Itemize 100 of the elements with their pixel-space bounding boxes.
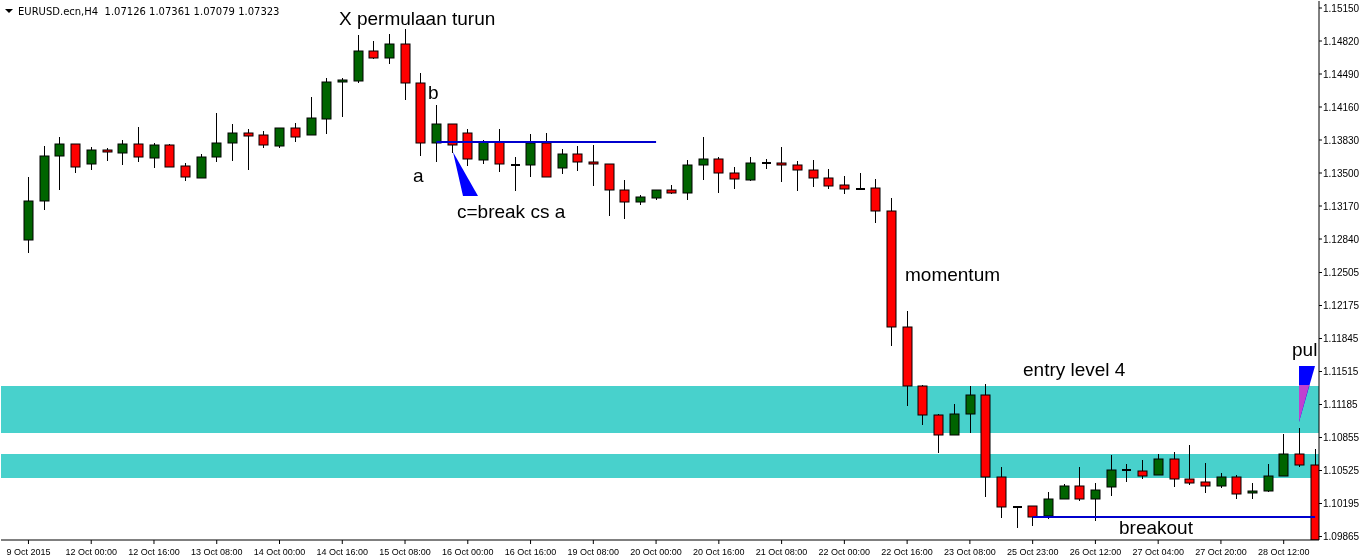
candlestick (306, 96, 317, 136)
x-tick-label: 16 Oct 00:00 (442, 547, 494, 557)
candlestick (1294, 427, 1305, 468)
candlestick (1200, 462, 1211, 494)
candlestick (431, 104, 442, 163)
x-tick-label: 26 Oct 12:00 (1069, 547, 1122, 557)
y-tick-label: 1.14820 (1323, 35, 1360, 47)
candlestick (1278, 433, 1289, 477)
candlestick (870, 178, 881, 224)
candlestick (1231, 474, 1242, 500)
x-tick-label: 14 Oct 16:00 (316, 547, 369, 557)
x-tick-label: 21 Oct 08:00 (755, 547, 808, 557)
y-tick-label: 1.13500 (1323, 167, 1360, 179)
candlestick (384, 33, 395, 65)
candlestick (447, 123, 458, 154)
candlestick (1169, 451, 1180, 488)
candlestick (1027, 505, 1038, 527)
candlestick (274, 127, 285, 149)
text: EURUSD.ecn,H4 1.07126 1.07361 1.07079 1.07323 (18, 6, 280, 17)
y-tick-label: 1.09865 (1323, 531, 1360, 543)
x-tick-label: 15 Oct 08:00 (379, 547, 431, 557)
candlestick (70, 143, 81, 174)
y-tick-label: 1.13170 (1323, 200, 1360, 212)
annotation: pul (1292, 339, 1318, 360)
x-tick-label: 19 Oct 08:00 (567, 547, 620, 557)
candlestick (557, 148, 568, 175)
candlestick (1043, 491, 1054, 520)
y-tick-label: 1.12840 (1323, 233, 1360, 245)
x-tick-label: 13 Oct 08:00 (190, 547, 243, 557)
candlestick (1153, 453, 1164, 476)
candlestick (1106, 454, 1117, 497)
candlestick (133, 126, 144, 163)
candlestick (839, 175, 850, 195)
candlestick (949, 403, 960, 436)
candlestick (525, 133, 536, 178)
candlestick (823, 168, 834, 190)
candlestick (211, 112, 222, 163)
candlestick (494, 128, 505, 173)
candlestick (572, 145, 583, 172)
y-tick-label: 1.11185 (1323, 399, 1359, 411)
y-tick-label: 1.12505 (1323, 267, 1360, 279)
candlestick (149, 142, 160, 169)
x-tick-label: 22 Oct 00:00 (818, 547, 871, 557)
candlestick (227, 123, 238, 162)
y-tick-label: 1.15150 (1323, 2, 1360, 14)
y-tick-label: 1.11845 (1323, 333, 1359, 345)
candlestick (808, 159, 819, 188)
candlestick (478, 139, 489, 165)
annotation: X permulaan turun (339, 8, 496, 29)
candlestick (1263, 463, 1274, 493)
x-tick-label: 12 Oct 16:00 (128, 547, 180, 557)
candlestick (510, 156, 521, 192)
x-tick-label: 22 Oct 16:00 (881, 547, 933, 557)
x-tick-label: 12 Oct 00:00 (65, 547, 117, 557)
x-tick-label: 23 Oct 08:00 (944, 547, 996, 557)
candlestick (54, 136, 65, 191)
candlestick (698, 136, 709, 181)
y-tick-label: 1.10525 (1323, 465, 1360, 477)
y-tick-label: 1.10855 (1323, 432, 1360, 444)
candlestick (588, 144, 599, 187)
candlestick (1184, 444, 1195, 486)
candlestick (619, 179, 630, 220)
candlestick (713, 156, 724, 194)
candlestick (933, 413, 944, 454)
candlestick (117, 139, 128, 166)
annotation: a (413, 165, 424, 186)
x-tick-label: 16 Oct 16:00 (504, 547, 557, 557)
x-tick-label: 14 Oct 00:00 (253, 547, 306, 557)
candlestick (1074, 466, 1085, 502)
candlestick (1137, 459, 1148, 480)
x-tick-label: 9 Oct 2015 (6, 547, 51, 557)
annotation: momentum (905, 264, 1001, 285)
candlestick (196, 153, 207, 179)
candlestick (337, 77, 348, 118)
x-tick-label: 27 Oct 20:00 (1195, 547, 1247, 557)
y-tick-label: 1.10195 (1323, 498, 1360, 510)
annotation: b (428, 82, 439, 103)
x-tick-label: 25 Oct 23:00 (1006, 547, 1059, 557)
candlestick (180, 162, 191, 182)
y-tick-label: 1.12175 (1323, 300, 1360, 312)
candlestick (1012, 506, 1023, 529)
x-tick-label: 28 Oct 12:00 (1257, 547, 1310, 557)
candlestick (243, 128, 254, 171)
y-tick-label: 1.14160 (1323, 101, 1360, 113)
y-tick-label: 1.14490 (1323, 68, 1360, 80)
candlestick (290, 122, 301, 143)
candlestick (965, 385, 976, 434)
candlestick (745, 156, 756, 182)
candlestick (776, 146, 787, 183)
candlestick (86, 146, 97, 171)
annotation: c=break cs a (457, 201, 566, 222)
x-tick-label: 20 Oct 00:00 (630, 547, 682, 557)
annotation: entry level 4 (1023, 359, 1126, 380)
annotation: breakout (1119, 517, 1194, 538)
candlestick (792, 160, 803, 192)
x-tick-label: 27 Oct 04:00 (1132, 547, 1184, 557)
x-tick-label: 20 Oct 16:00 (693, 547, 745, 557)
y-tick-label: 1.11515 (1323, 366, 1359, 378)
y-tick-label: 1.13830 (1323, 134, 1360, 146)
candlestick (1090, 482, 1101, 522)
